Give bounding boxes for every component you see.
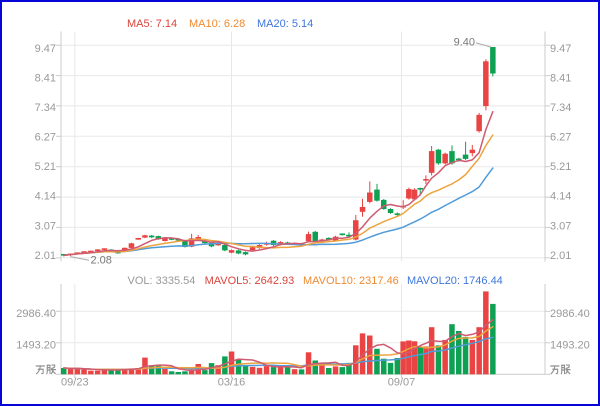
svg-text:MA20: 5.14: MA20: 5.14 xyxy=(257,18,313,30)
svg-text:MA10: 6.28: MA10: 6.28 xyxy=(189,18,245,30)
svg-text:3.07: 3.07 xyxy=(550,220,571,232)
svg-text:MAVOL5: 2642.93: MAVOL5: 2642.93 xyxy=(205,275,295,287)
svg-text:VOL: 3335.54: VOL: 3335.54 xyxy=(128,275,196,287)
svg-text:5.21: 5.21 xyxy=(550,161,571,173)
svg-text:8.41: 8.41 xyxy=(35,72,56,84)
svg-text:3.07: 3.07 xyxy=(35,220,56,232)
svg-text:9.47: 9.47 xyxy=(35,43,56,55)
svg-text:9.47: 9.47 xyxy=(550,43,571,55)
svg-text:09/07: 09/07 xyxy=(388,376,416,388)
svg-text:7.34: 7.34 xyxy=(35,102,56,114)
svg-text:1493.20: 1493.20 xyxy=(550,340,590,352)
svg-text:2986.40: 2986.40 xyxy=(16,308,56,320)
svg-text:7.34: 7.34 xyxy=(550,102,571,114)
svg-text:MAVOL10: 2317.46: MAVOL10: 2317.46 xyxy=(303,275,399,287)
svg-text:6.27: 6.27 xyxy=(550,132,571,144)
svg-text:5.21: 5.21 xyxy=(35,161,56,173)
svg-text:MA5: 7.14: MA5: 7.14 xyxy=(127,18,177,30)
svg-text:03/16: 03/16 xyxy=(218,376,246,388)
svg-text:6.27: 6.27 xyxy=(35,132,56,144)
svg-text:2986.40: 2986.40 xyxy=(550,308,590,320)
svg-text:2.01: 2.01 xyxy=(35,250,56,262)
svg-text:MAVOL20: 1746.44: MAVOL20: 1746.44 xyxy=(407,275,503,287)
svg-text:09/23: 09/23 xyxy=(61,376,89,388)
svg-text:4.14: 4.14 xyxy=(35,191,56,203)
svg-text:2.01: 2.01 xyxy=(550,250,571,262)
svg-text:8.41: 8.41 xyxy=(550,72,571,84)
svg-text:1493.20: 1493.20 xyxy=(16,340,56,352)
svg-text:9.40: 9.40 xyxy=(454,37,475,49)
svg-text:4.14: 4.14 xyxy=(550,191,571,203)
svg-text:2.08: 2.08 xyxy=(91,254,112,266)
